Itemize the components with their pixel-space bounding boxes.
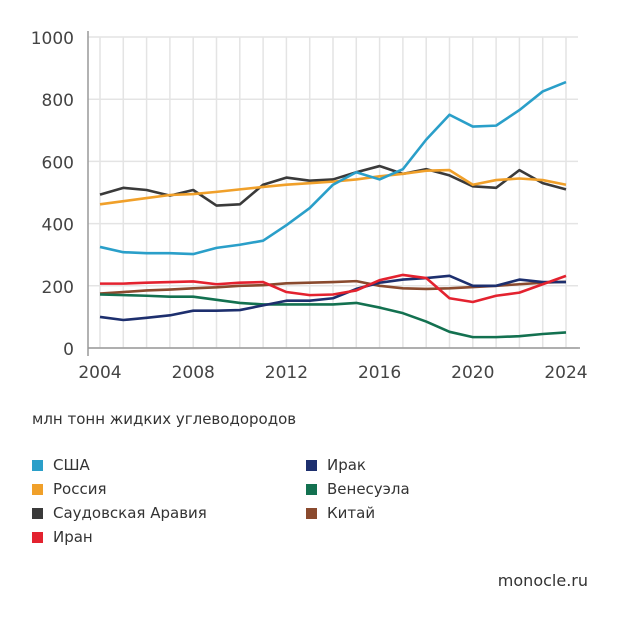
legend-swatch xyxy=(32,483,43,495)
y-tick-label: 1000 xyxy=(31,29,74,49)
y-tick-label: 200 xyxy=(42,278,74,298)
legend-swatch xyxy=(306,507,317,519)
legend-item: Саудовская Аравия xyxy=(32,504,207,522)
legend-item: США xyxy=(32,456,90,474)
legend-item: Китай xyxy=(306,504,375,522)
legend-item: Россия xyxy=(32,480,107,498)
source-label: monocle.ru xyxy=(497,571,588,590)
legend-label: Венесуэла xyxy=(327,480,410,498)
legend-item: Ирак xyxy=(306,456,366,474)
legend-swatch xyxy=(32,531,43,543)
legend-label: Саудовская Аравия xyxy=(53,504,207,522)
y-tick-label: 600 xyxy=(42,153,74,173)
x-tick-label: 2012 xyxy=(265,363,308,383)
legend-swatch xyxy=(32,507,43,519)
x-tick-label: 2020 xyxy=(451,363,494,383)
legend-swatch xyxy=(306,459,317,471)
series-line-Иран xyxy=(100,273,567,304)
y-tick-label: 800 xyxy=(42,91,74,111)
legend-label: Иран xyxy=(53,528,93,546)
legend-item: Венесуэла xyxy=(306,480,410,498)
series-line-США xyxy=(99,80,567,256)
legend-label: Ирак xyxy=(327,456,366,474)
y-tick-label: 400 xyxy=(42,216,74,236)
x-tick-label: 2004 xyxy=(78,363,121,383)
x-tick-label: 2024 xyxy=(544,363,587,383)
line-chart: 0 200 400 600 800 1000 2004 2008 2012 2016 2020 202… xyxy=(31,29,588,383)
legend-label: Китай xyxy=(327,504,376,522)
legend-swatch xyxy=(32,459,43,471)
legend-label: Россия xyxy=(53,480,107,498)
series-line-Россия xyxy=(99,168,567,206)
unit-label: млн тонн жидких углеводородов xyxy=(32,410,297,428)
legend-item: Иран xyxy=(32,528,93,546)
series-line-Венесуэла xyxy=(99,293,567,339)
series-line-Ирак xyxy=(99,274,566,322)
legend-swatch xyxy=(306,483,317,495)
x-tick-label: 2008 xyxy=(172,363,215,383)
x-tick-label: 2016 xyxy=(358,363,401,383)
y-tick-label: 0 xyxy=(63,340,74,360)
legend-label: США xyxy=(53,456,90,474)
